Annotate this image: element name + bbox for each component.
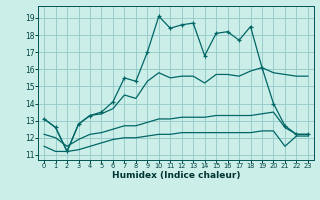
X-axis label: Humidex (Indice chaleur): Humidex (Indice chaleur) <box>112 171 240 180</box>
